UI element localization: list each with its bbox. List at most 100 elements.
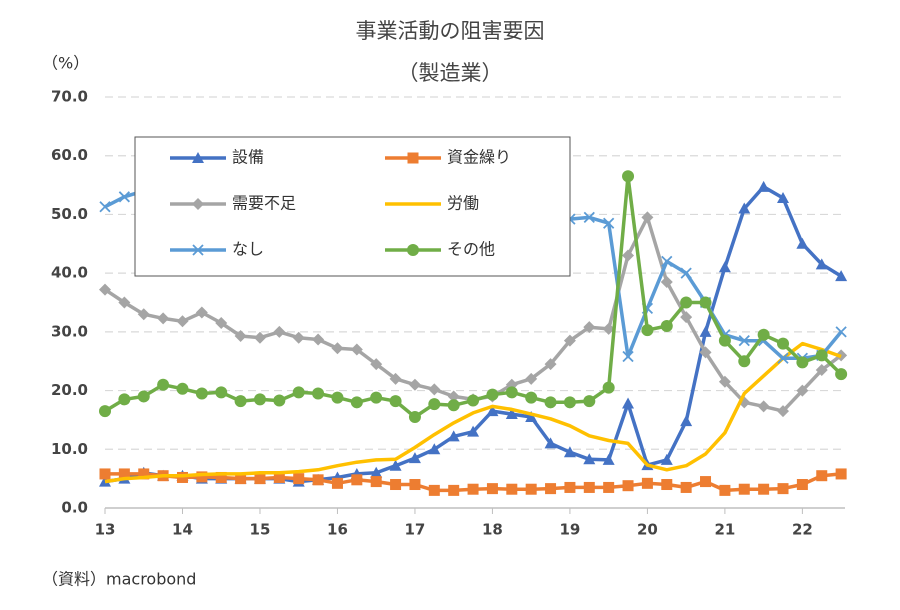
- marker: [564, 481, 576, 493]
- marker: [234, 395, 247, 408]
- marker: [544, 437, 557, 449]
- marker: [777, 352, 789, 364]
- marker: [816, 470, 828, 482]
- marker: [622, 397, 635, 409]
- marker: [815, 349, 828, 362]
- marker: [273, 471, 285, 483]
- x-tick-label: 18: [482, 521, 503, 539]
- marker: [602, 381, 615, 394]
- marker: [312, 387, 325, 400]
- x-tick-label: 16: [327, 521, 348, 539]
- marker: [757, 180, 770, 192]
- marker: [660, 275, 673, 288]
- legend-label: 資金繰り: [447, 148, 511, 167]
- marker: [718, 261, 731, 273]
- marker: [389, 372, 402, 385]
- marker: [138, 468, 150, 480]
- marker: [506, 483, 518, 495]
- marker: [563, 334, 576, 347]
- marker: [137, 308, 150, 321]
- marker: [641, 211, 654, 224]
- marker: [467, 483, 479, 495]
- series-line: [104, 341, 842, 484]
- marker: [350, 396, 363, 409]
- marker: [176, 315, 189, 328]
- marker: [192, 198, 204, 210]
- marker: [796, 384, 809, 397]
- marker: [312, 333, 325, 346]
- marker: [699, 325, 712, 337]
- marker: [428, 398, 441, 411]
- marker: [196, 471, 208, 483]
- marker: [99, 283, 111, 296]
- marker: [603, 481, 615, 493]
- marker: [544, 358, 557, 371]
- marker: [622, 249, 635, 262]
- marker: [622, 480, 634, 492]
- marker: [99, 405, 111, 418]
- y-axis-label: （%）: [42, 54, 89, 73]
- marker: [428, 484, 440, 496]
- chart-subtitle: （製造業）: [398, 61, 503, 85]
- marker: [583, 395, 596, 408]
- marker: [777, 405, 790, 418]
- y-tick-label: 60.0: [51, 146, 88, 164]
- marker: [699, 296, 712, 309]
- marker: [273, 394, 286, 407]
- x-tick-label: 14: [172, 521, 193, 539]
- marker: [351, 474, 363, 486]
- marker: [293, 473, 305, 485]
- marker: [563, 396, 576, 409]
- marker: [467, 394, 480, 407]
- legend-label: 労働: [447, 194, 479, 213]
- marker: [583, 453, 596, 465]
- marker: [407, 244, 419, 256]
- marker: [331, 477, 343, 489]
- y-tick-label: 20.0: [51, 381, 88, 399]
- marker: [602, 322, 615, 335]
- marker: [195, 387, 208, 400]
- marker: [428, 443, 441, 455]
- marker: [738, 202, 751, 214]
- marker: [350, 343, 363, 356]
- marker: [815, 258, 828, 270]
- marker: [757, 400, 770, 413]
- marker: [254, 473, 266, 485]
- marker: [448, 484, 460, 496]
- marker: [661, 255, 673, 268]
- source-note: （資料）macrobond: [42, 570, 196, 589]
- marker: [563, 446, 576, 458]
- marker: [661, 479, 673, 491]
- marker: [331, 342, 344, 355]
- marker: [700, 476, 712, 488]
- marker: [447, 390, 460, 403]
- marker: [641, 324, 654, 337]
- marker: [118, 393, 131, 406]
- marker: [641, 477, 653, 489]
- marker: [718, 334, 731, 347]
- marker: [525, 372, 538, 385]
- marker: [486, 483, 498, 495]
- marker: [699, 346, 712, 359]
- marker: [680, 267, 692, 279]
- marker: [235, 473, 247, 485]
- legend-box: [134, 136, 571, 277]
- marker: [622, 170, 635, 183]
- marker: [505, 408, 518, 420]
- marker: [157, 312, 170, 325]
- marker: [331, 391, 344, 404]
- y-tick-label: 30.0: [51, 322, 88, 340]
- marker: [757, 328, 770, 341]
- marker: [835, 326, 847, 338]
- marker: [660, 319, 673, 332]
- marker: [292, 331, 305, 344]
- marker: [390, 479, 402, 491]
- marker: [622, 350, 634, 363]
- marker: [505, 386, 518, 399]
- marker: [603, 217, 615, 229]
- marker: [525, 483, 537, 495]
- legend-label: 設備: [232, 148, 264, 167]
- x-tick-label: 21: [714, 521, 735, 539]
- legend-label: 需要不足: [232, 194, 296, 213]
